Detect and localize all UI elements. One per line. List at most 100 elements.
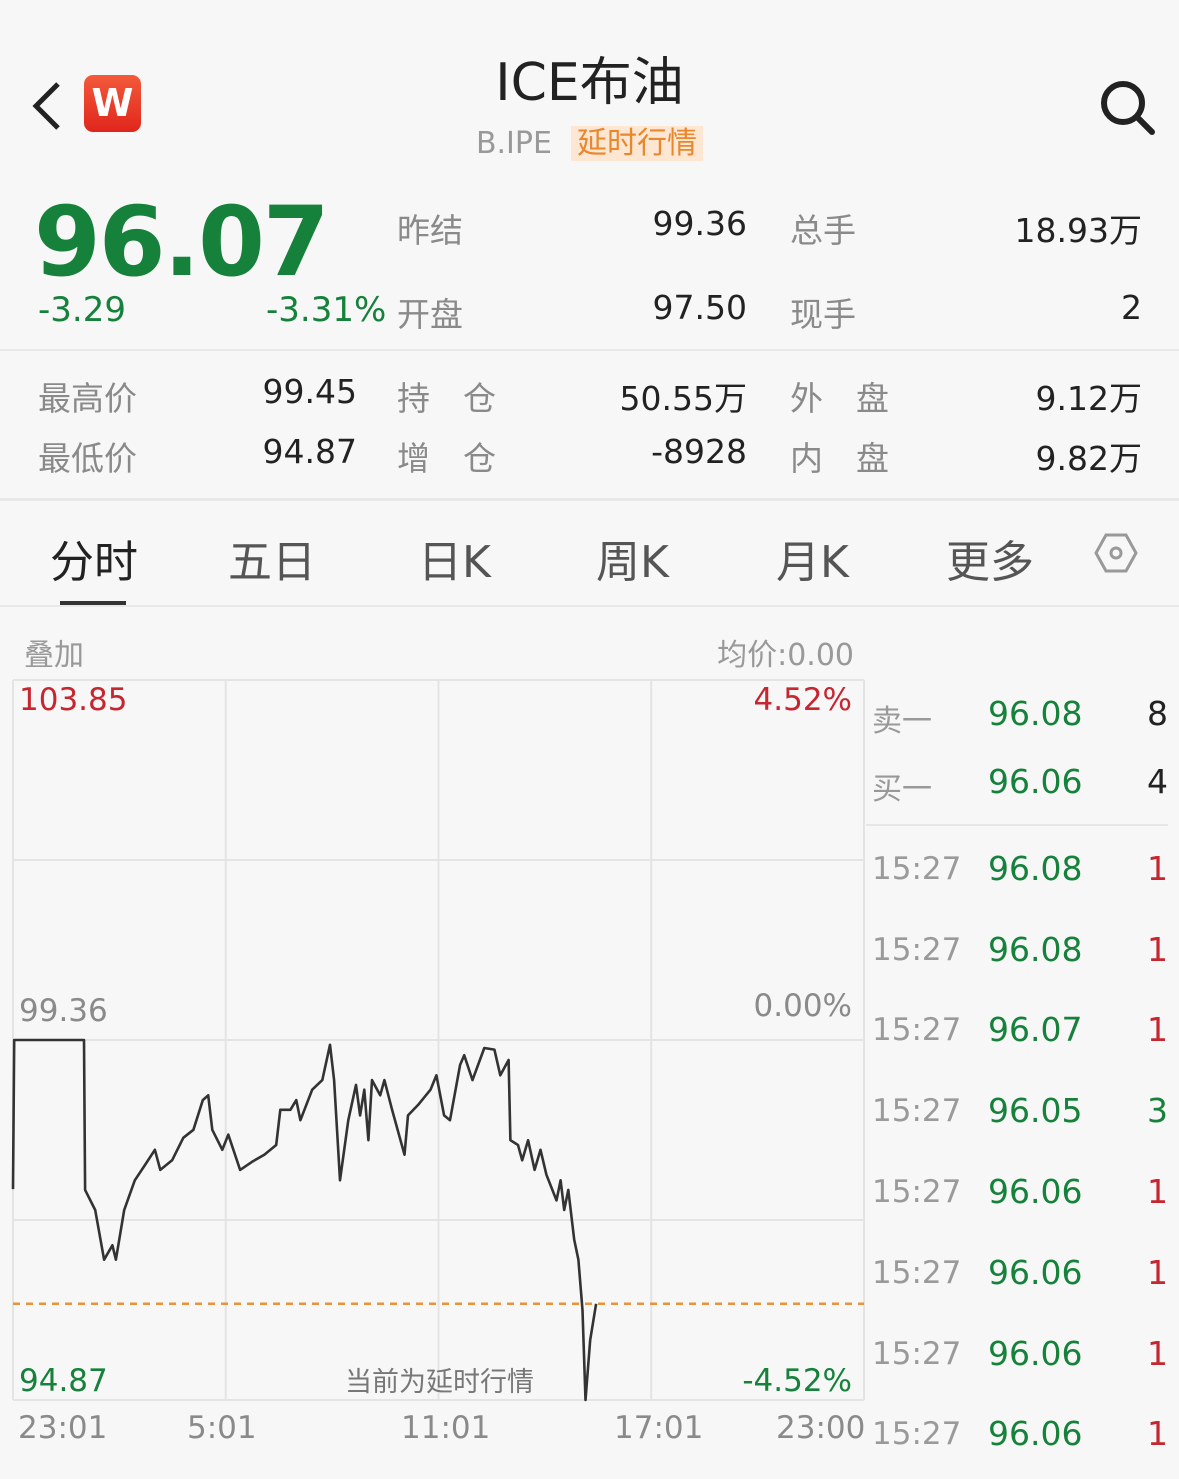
trade-time: 15:27	[872, 1416, 962, 1452]
x-tick-label: 5:01	[187, 1410, 257, 1446]
divider	[0, 349, 1179, 351]
delay-badge: 延时行情	[571, 126, 704, 161]
stat-label: 总手	[790, 211, 856, 250]
trade-row: 15:27 96.06 1	[868, 1172, 1168, 1214]
stat-value: 9.12万	[1035, 379, 1142, 418]
tab-five-day[interactable]: 五日	[228, 537, 316, 588]
trade-qty: 3	[1147, 1091, 1168, 1130]
app-logo[interactable]: W	[84, 75, 141, 132]
trade-price: 96.06	[988, 1172, 1083, 1211]
bid-qty: 4	[1147, 762, 1168, 801]
tab-daily-k[interactable]: 日K	[418, 537, 491, 588]
trade-time: 15:27	[872, 851, 962, 887]
trade-row: 15:27 96.06 1	[868, 1334, 1168, 1376]
bid-label: 买一	[872, 772, 932, 807]
last-price: 96.07	[34, 186, 330, 298]
divider	[866, 824, 1168, 826]
tab-weekly-k[interactable]: 周K	[596, 537, 669, 588]
trade-price: 96.06	[988, 1253, 1083, 1292]
trade-row: 15:27 96.08 1	[868, 849, 1168, 891]
stat-value: 50.55万	[619, 379, 747, 418]
ask-qty: 8	[1147, 694, 1168, 733]
trade-time: 15:27	[872, 932, 962, 968]
stat-label: 外 盘	[790, 379, 889, 418]
stat-value: 97.50	[652, 288, 747, 327]
avg-price-label: 均价:0.00	[717, 638, 854, 673]
trade-time: 15:27	[872, 1255, 962, 1291]
stat-label: 内 盘	[790, 439, 889, 478]
price-line	[11, 1038, 598, 1402]
stat-label: 开盘	[397, 295, 463, 334]
trade-time: 15:27	[872, 1012, 962, 1048]
trade-qty: 1	[1147, 1010, 1168, 1049]
active-tab-indicator	[60, 601, 126, 606]
ask-price: 96.08	[988, 694, 1083, 733]
trade-price: 96.05	[988, 1091, 1083, 1130]
stat-value: 99.36	[652, 204, 747, 243]
stat-label: 持 仓	[397, 379, 496, 418]
trade-time: 15:27	[872, 1336, 962, 1372]
trade-qty: 1	[1147, 1334, 1168, 1373]
bid-price: 96.06	[988, 762, 1083, 801]
chevron-left-icon	[32, 82, 60, 130]
x-tick-label: 11:01	[401, 1410, 491, 1446]
x-tick-label: 23:01	[18, 1410, 108, 1446]
instrument-code: B.IPE	[475, 126, 552, 161]
tab-monthly-k[interactable]: 月K	[776, 537, 849, 588]
trade-price: 96.08	[988, 849, 1083, 888]
trade-row: 15:27 96.05 3	[868, 1091, 1168, 1133]
stat-value: 94.87	[262, 432, 357, 471]
tab-more[interactable]: 更多	[946, 537, 1034, 588]
trade-row: 15:27 96.07 1	[868, 1010, 1168, 1052]
y-label-bottom: 94.87	[19, 1363, 108, 1399]
search-icon	[1101, 81, 1155, 135]
divider	[0, 605, 1179, 607]
price-change-pct: -3.31%	[266, 290, 387, 330]
y-pct-mid: 0.00%	[753, 988, 852, 1024]
overlay-button[interactable]: 叠加	[24, 638, 84, 673]
trade-time: 15:27	[872, 1093, 962, 1129]
page-title: ICE布油	[495, 53, 684, 113]
x-tick-label: 17:01	[614, 1410, 704, 1446]
y-pct-bottom: -4.52%	[742, 1363, 852, 1399]
trade-price: 96.06	[988, 1334, 1083, 1373]
stat-value: 9.82万	[1035, 439, 1142, 478]
trade-row: 15:27 96.06 1	[868, 1414, 1168, 1456]
trade-price: 96.07	[988, 1010, 1083, 1049]
app-logo-letter: W	[91, 81, 134, 125]
delay-watermark: 当前为延时行情	[345, 1367, 534, 1398]
intraday-chart[interactable]	[0, 670, 870, 1450]
trade-qty: 1	[1147, 849, 1168, 888]
stat-value: -8928	[651, 432, 747, 471]
stat-value: 18.93万	[1014, 211, 1142, 250]
trade-qty: 1	[1147, 930, 1168, 969]
divider	[0, 498, 1179, 501]
price-change: -3.29	[38, 290, 126, 330]
stat-label: 增 仓	[397, 439, 496, 478]
chart-settings-button[interactable]	[1094, 532, 1138, 578]
stat-value: 2	[1121, 288, 1142, 327]
subtitle: B.IPE 延时行情	[0, 118, 1179, 162]
stat-label: 昨结	[397, 211, 463, 250]
ask-label: 卖一	[872, 704, 932, 739]
y-label-top: 103.85	[19, 682, 128, 718]
x-tick-label: 23:00	[776, 1410, 866, 1446]
trade-row: 15:27 96.08 1	[868, 930, 1168, 972]
trade-price: 96.06	[988, 1414, 1083, 1453]
stat-label: 最低价	[38, 439, 137, 478]
search-button[interactable]	[1098, 78, 1156, 136]
trade-qty: 1	[1147, 1414, 1168, 1453]
trade-qty: 1	[1147, 1253, 1168, 1292]
y-pct-top: 4.52%	[753, 682, 852, 718]
trade-row: 15:27 96.06 1	[868, 1253, 1168, 1295]
y-label-mid: 99.36	[19, 993, 108, 1029]
trade-time: 15:27	[872, 1174, 962, 1210]
stat-label: 现手	[790, 295, 856, 334]
trade-qty: 1	[1147, 1172, 1168, 1211]
tab-intraday[interactable]: 分时	[50, 537, 138, 588]
stat-label: 最高价	[38, 379, 137, 418]
trade-price: 96.08	[988, 930, 1083, 969]
hexagon-settings-icon	[1094, 533, 1138, 573]
back-button[interactable]	[28, 78, 68, 134]
stat-value: 99.45	[262, 372, 357, 411]
